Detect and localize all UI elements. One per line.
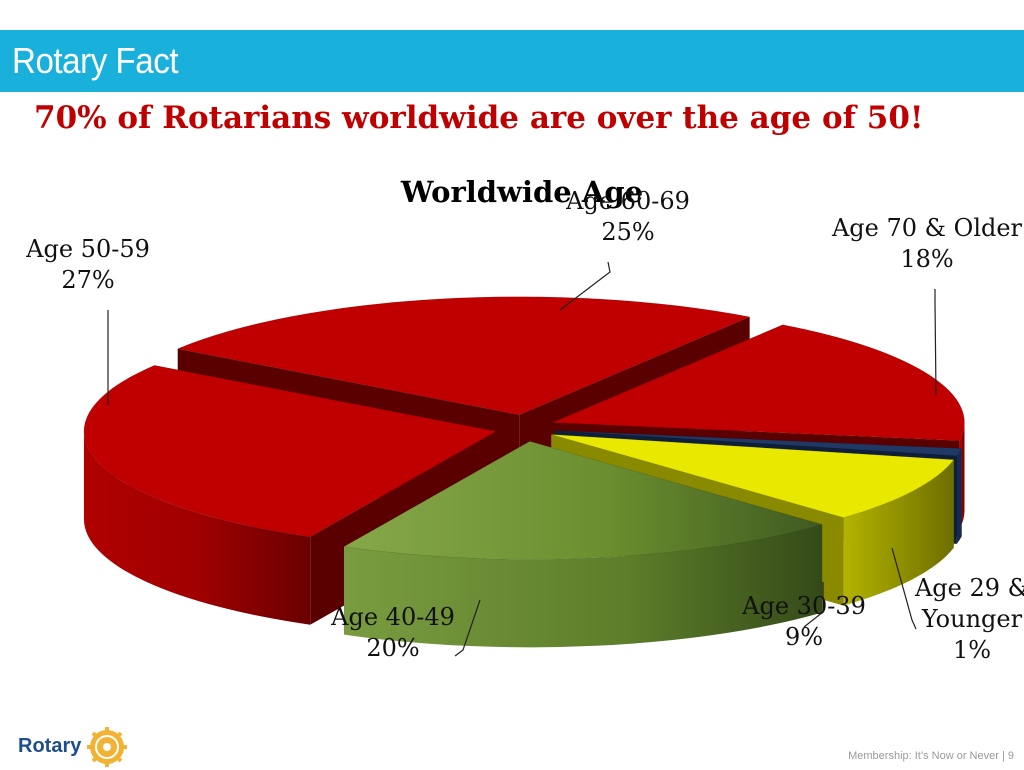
header-bar: Rotary Fact — [0, 30, 1024, 92]
slice-label: 18% — [900, 245, 953, 273]
chart-title: Worldwide Age — [400, 175, 643, 209]
headline: 70% of Rotarians worldwide are over the … — [34, 100, 924, 136]
slice-top — [176, 296, 751, 416]
slice-label: Age 60-69 — [565, 187, 690, 215]
leader-line — [934, 289, 937, 396]
footer-text: Membership: It’s Now or Never | 9 — [848, 750, 1014, 762]
slice-top — [551, 434, 955, 518]
slice-top — [554, 430, 963, 457]
slice-side — [344, 524, 823, 648]
slice-label: 1% — [953, 636, 991, 664]
slice-top — [343, 441, 824, 560]
slice-label: Age 50-59 — [25, 235, 150, 263]
rotary-wheel-icon — [87, 727, 127, 767]
pie-slice-age-40-49 — [343, 441, 824, 648]
leader-line — [891, 547, 917, 630]
slice-top — [83, 365, 497, 537]
slice-label: Age 29 & — [914, 574, 1024, 602]
slice-label: Age 40-49 — [330, 603, 455, 631]
slice-side — [843, 459, 954, 606]
leader-line — [559, 261, 611, 311]
slice-label: Age 30-39 — [741, 592, 866, 620]
slice-label: 20% — [366, 634, 419, 662]
slice-label: Younger — [921, 605, 1023, 633]
slice-side — [956, 448, 962, 544]
slice-label: 27% — [61, 266, 114, 294]
pie-chart: Worldwide Age Age 60-69 25% Age 70 & Older… — [25, 175, 1024, 664]
slice-label: 9% — [785, 623, 823, 651]
slide-title: Rotary Fact — [12, 40, 179, 81]
leader-line — [803, 582, 824, 628]
logo-text: Rotary — [18, 735, 82, 757]
slice-side — [83, 431, 311, 625]
slice-label: 25% — [601, 218, 654, 246]
slice-top — [552, 324, 965, 441]
slice-label: Age 70 & Older — [831, 214, 1023, 242]
leader-line — [454, 599, 481, 657]
